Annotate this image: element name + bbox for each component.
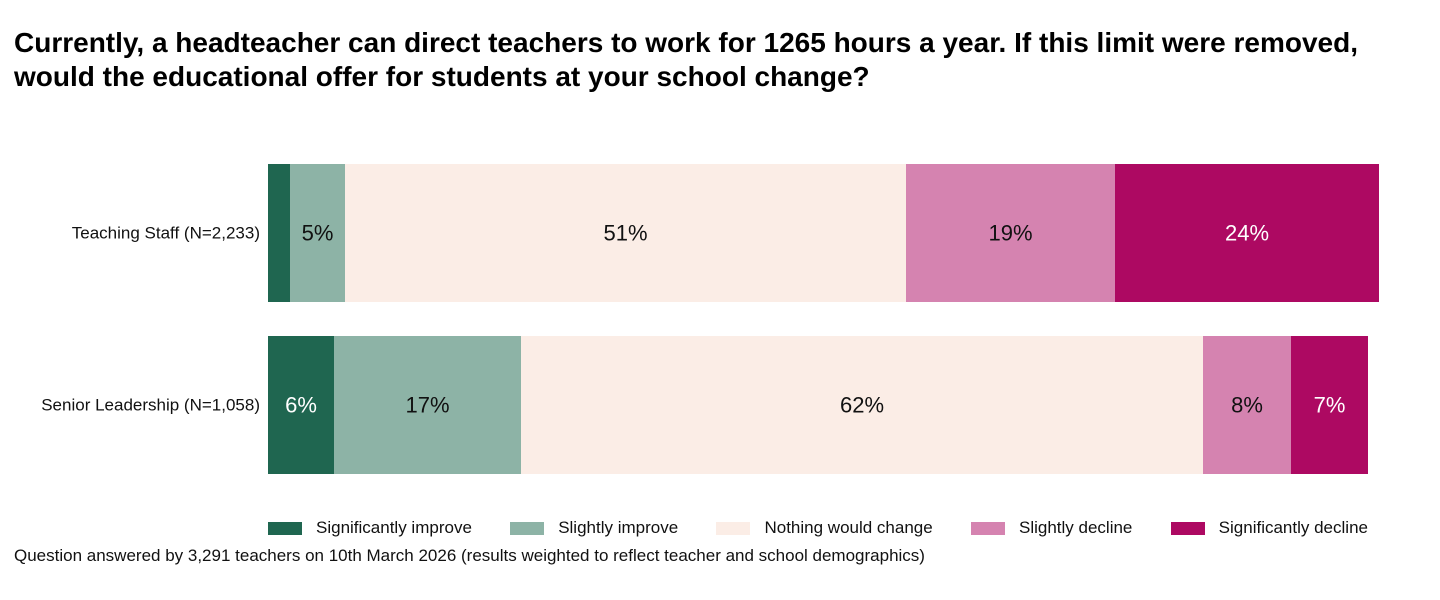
stacked-bar-chart: Teaching Staff (N=2,233) 5% 51% 19% 24% Senio… [41, 164, 1379, 474]
legend-label: Slightly improve [558, 518, 679, 537]
legend-item: Slightly improve [510, 518, 678, 538]
bar-segment [290, 164, 345, 302]
category-label: Senior Leadership (N=1,058) [41, 396, 260, 415]
bar-segment [906, 164, 1115, 302]
data-label: 62% [840, 393, 884, 418]
data-label: 8% [1231, 393, 1263, 418]
legend-item: Slightly decline [970, 518, 1133, 538]
footnote: Question answered by 3,291 teachers on 1… [14, 546, 925, 565]
bar-segment [1291, 336, 1368, 474]
legend-swatch [1170, 521, 1205, 535]
data-label: 7% [1314, 393, 1346, 418]
legend-swatch [268, 521, 302, 535]
legend-label: Significantly improve [316, 518, 472, 537]
legend-label: Significantly decline [1218, 518, 1368, 537]
data-label: 5% [302, 221, 334, 246]
data-label: 17% [405, 393, 449, 418]
legend-item: Nothing would change [716, 518, 933, 538]
category-label: Teaching Staff (N=2,233) [72, 224, 260, 243]
bar-segment [345, 164, 906, 302]
bar-segment [268, 336, 334, 474]
bar-segment [268, 164, 290, 302]
legend-label: Slightly decline [1018, 518, 1133, 537]
legend-swatch [510, 521, 545, 535]
chart-title: Currently, a headteacher can direct teac… [14, 27, 1358, 92]
bar-segment [1203, 336, 1291, 474]
bar-segment [1115, 164, 1379, 302]
data-label: 6% [285, 393, 317, 418]
legend-swatch [970, 521, 1005, 535]
chart-legend: Significantly improve Slightly improve Not… [268, 516, 1368, 540]
data-label: 51% [603, 221, 647, 246]
legend-swatch [716, 521, 751, 535]
legend-item: Significantly decline [1170, 518, 1368, 538]
bar-segment [521, 336, 1203, 474]
data-label: 24% [1225, 221, 1269, 246]
bar-segment [334, 336, 521, 474]
legend-item: Significantly improve [268, 518, 472, 538]
data-label: 19% [988, 221, 1032, 246]
legend-label: Nothing would change [764, 518, 933, 537]
